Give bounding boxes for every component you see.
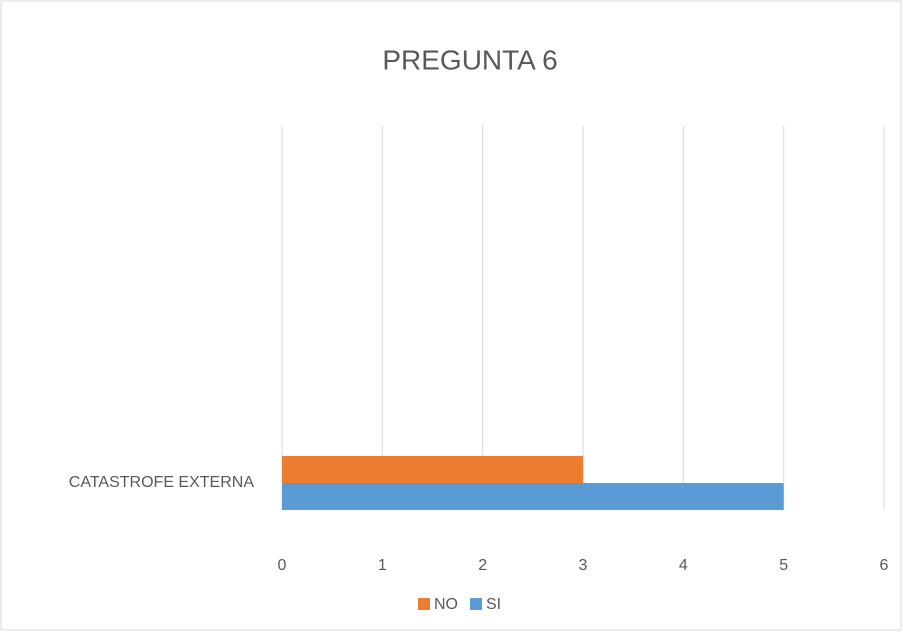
x-tick-label: 6 (880, 557, 889, 574)
y-tick-label: CATASTROFE EXTERNA (69, 474, 255, 491)
x-tick-label: 5 (779, 557, 788, 574)
legend-swatch (418, 598, 430, 610)
legend-swatch (470, 598, 482, 610)
x-tick-label: 3 (579, 557, 588, 574)
bar (282, 456, 583, 483)
x-tick-label: 1 (378, 557, 387, 574)
x-tick-label: 4 (679, 557, 688, 574)
x-tick-label: 2 (478, 557, 487, 574)
legend-label: NO (434, 596, 458, 613)
legend-label: SI (486, 596, 501, 613)
chart-title: PREGUNTA 6 (382, 44, 557, 75)
bar (282, 483, 784, 510)
x-tick-label: 0 (278, 557, 287, 574)
